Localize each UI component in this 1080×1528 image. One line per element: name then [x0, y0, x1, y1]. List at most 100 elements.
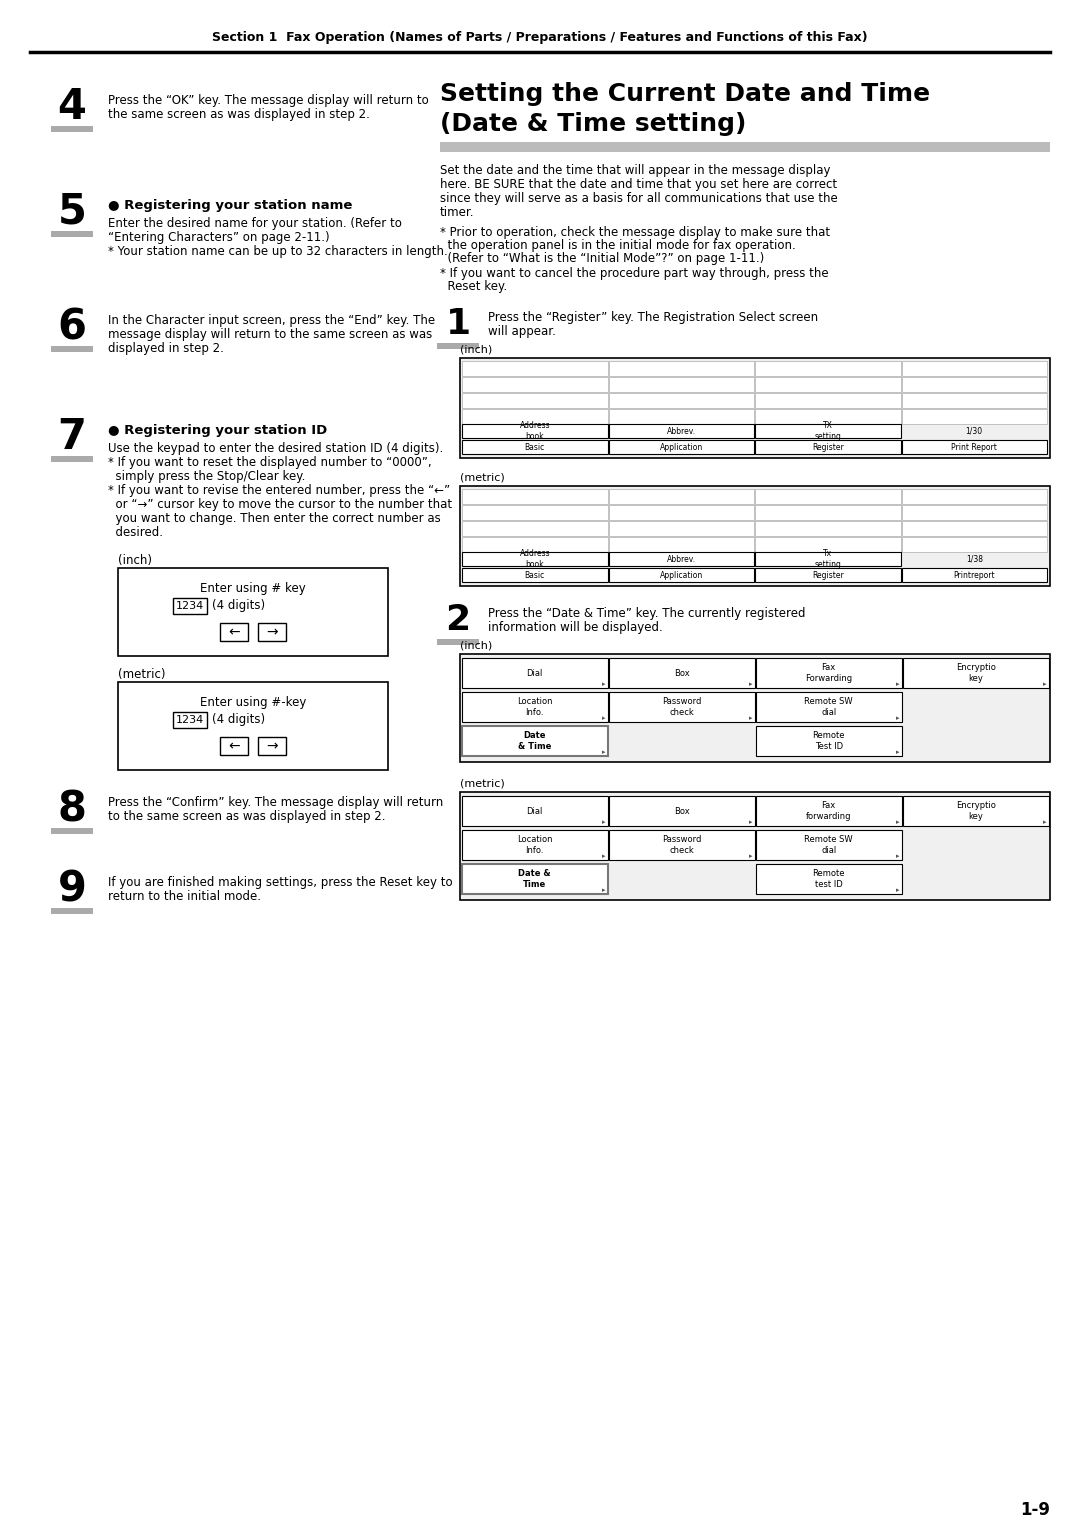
Bar — [902, 568, 1047, 582]
Bar — [51, 345, 93, 351]
Text: ▸: ▸ — [748, 819, 753, 825]
Text: Press the “OK” key. The message display will return to: Press the “OK” key. The message display … — [108, 95, 429, 107]
Text: Address
book: Address book — [519, 422, 550, 440]
Text: Setting the Current Date and Time: Setting the Current Date and Time — [440, 83, 930, 105]
Bar — [609, 659, 755, 688]
Text: (inch): (inch) — [460, 345, 492, 354]
Text: displayed in step 2.: displayed in step 2. — [108, 342, 224, 354]
Text: 1-9: 1-9 — [1020, 1500, 1050, 1519]
Bar — [437, 342, 480, 348]
Text: If you are finished making settings, press the Reset key to: If you are finished making settings, pre… — [108, 876, 453, 889]
Bar — [51, 828, 93, 834]
Bar — [220, 623, 248, 642]
Bar — [902, 489, 1047, 504]
Text: Abbrev.: Abbrev. — [666, 555, 696, 564]
Text: information will be displayed.: information will be displayed. — [488, 620, 663, 634]
Text: ▸: ▸ — [895, 853, 900, 859]
Bar — [902, 393, 1047, 408]
Bar — [902, 504, 1047, 520]
Text: 5: 5 — [57, 191, 86, 232]
Text: Date &
Time: Date & Time — [518, 869, 551, 889]
Text: (metric): (metric) — [460, 474, 504, 483]
Bar — [608, 504, 754, 520]
Bar — [755, 361, 901, 376]
Text: Encryptio
key: Encryptio key — [956, 801, 996, 821]
Text: desired.: desired. — [108, 526, 163, 539]
Bar — [756, 726, 902, 756]
Text: timer.: timer. — [440, 206, 474, 219]
Text: Basic: Basic — [525, 443, 545, 451]
Text: 9: 9 — [57, 868, 86, 911]
Text: ▸: ▸ — [748, 715, 753, 721]
Text: Press the “Confirm” key. The message display will return: Press the “Confirm” key. The message dis… — [108, 796, 443, 808]
Text: ▸: ▸ — [748, 853, 753, 859]
Text: Location
Info.: Location Info. — [517, 836, 553, 854]
Text: Fax
Forwarding: Fax Forwarding — [806, 663, 852, 683]
Bar — [756, 692, 902, 723]
Bar — [118, 681, 388, 770]
Bar — [755, 568, 901, 582]
Text: simply press the Stop/Clear key.: simply press the Stop/Clear key. — [108, 471, 306, 483]
Bar — [462, 552, 607, 565]
Text: since they will serve as a basis for all communications that use the: since they will serve as a basis for all… — [440, 193, 838, 205]
Bar — [460, 654, 1050, 762]
Text: Application: Application — [660, 570, 703, 579]
Text: Dial: Dial — [527, 807, 543, 816]
Text: Box: Box — [674, 807, 690, 816]
Text: Press the “Register” key. The Registration Select screen: Press the “Register” key. The Registrati… — [488, 312, 819, 324]
Bar — [608, 361, 754, 376]
Bar — [462, 504, 607, 520]
Text: Register: Register — [812, 570, 843, 579]
Text: ▸: ▸ — [602, 819, 605, 825]
Bar — [462, 692, 607, 723]
Text: to the same screen as was displayed in step 2.: to the same screen as was displayed in s… — [108, 810, 386, 824]
Text: 8: 8 — [57, 788, 86, 830]
Text: Enter the desired name for your station. (Refer to: Enter the desired name for your station.… — [108, 217, 402, 231]
Bar — [902, 377, 1047, 393]
Text: (inch): (inch) — [460, 642, 492, 651]
Bar — [462, 796, 607, 827]
Bar — [608, 440, 754, 454]
Bar — [755, 536, 901, 552]
Text: Reset key.: Reset key. — [440, 280, 508, 293]
Text: Fax
forwarding: Fax forwarding — [806, 801, 851, 821]
Text: * Prior to operation, check the message display to make sure that: * Prior to operation, check the message … — [440, 226, 831, 238]
Text: Register: Register — [812, 443, 843, 451]
Bar — [903, 796, 1049, 827]
Bar — [462, 410, 607, 423]
Text: will appear.: will appear. — [488, 325, 556, 338]
Text: ▸: ▸ — [602, 853, 605, 859]
Bar — [608, 393, 754, 408]
Bar — [756, 863, 902, 894]
Bar — [437, 639, 480, 645]
Text: ▸: ▸ — [748, 681, 753, 688]
Bar — [460, 358, 1050, 458]
Bar — [460, 792, 1050, 900]
Bar — [608, 536, 754, 552]
Bar — [755, 377, 901, 393]
Text: Remote SW
dial: Remote SW dial — [805, 697, 853, 717]
Text: (4 digits): (4 digits) — [212, 599, 265, 613]
Bar — [755, 521, 901, 536]
Text: ● Registering your station ID: ● Registering your station ID — [108, 423, 327, 437]
Text: ▸: ▸ — [602, 715, 605, 721]
Text: In the Character input screen, press the “End” key. The: In the Character input screen, press the… — [108, 313, 435, 327]
Text: ▸: ▸ — [895, 886, 900, 892]
Bar — [258, 623, 286, 642]
Bar — [902, 361, 1047, 376]
Bar — [608, 410, 754, 423]
Bar — [462, 393, 607, 408]
Bar — [902, 536, 1047, 552]
Text: Dial: Dial — [527, 669, 543, 677]
Text: 1/30: 1/30 — [966, 426, 983, 435]
Bar — [608, 552, 754, 565]
Text: Password
check: Password check — [662, 836, 701, 854]
Text: TX
setting: TX setting — [814, 422, 841, 440]
Text: Remote SW
dial: Remote SW dial — [805, 836, 853, 854]
Bar — [51, 908, 93, 914]
Text: Use the keypad to enter the desired station ID (4 digits).: Use the keypad to enter the desired stat… — [108, 442, 443, 455]
Text: (4 digits): (4 digits) — [212, 714, 265, 726]
Bar — [51, 231, 93, 237]
Text: Section 1  Fax Operation (Names of Parts / Preparations / Features and Functions: Section 1 Fax Operation (Names of Parts … — [212, 32, 868, 44]
Text: Press the “Date & Time” key. The currently registered: Press the “Date & Time” key. The current… — [488, 607, 806, 620]
